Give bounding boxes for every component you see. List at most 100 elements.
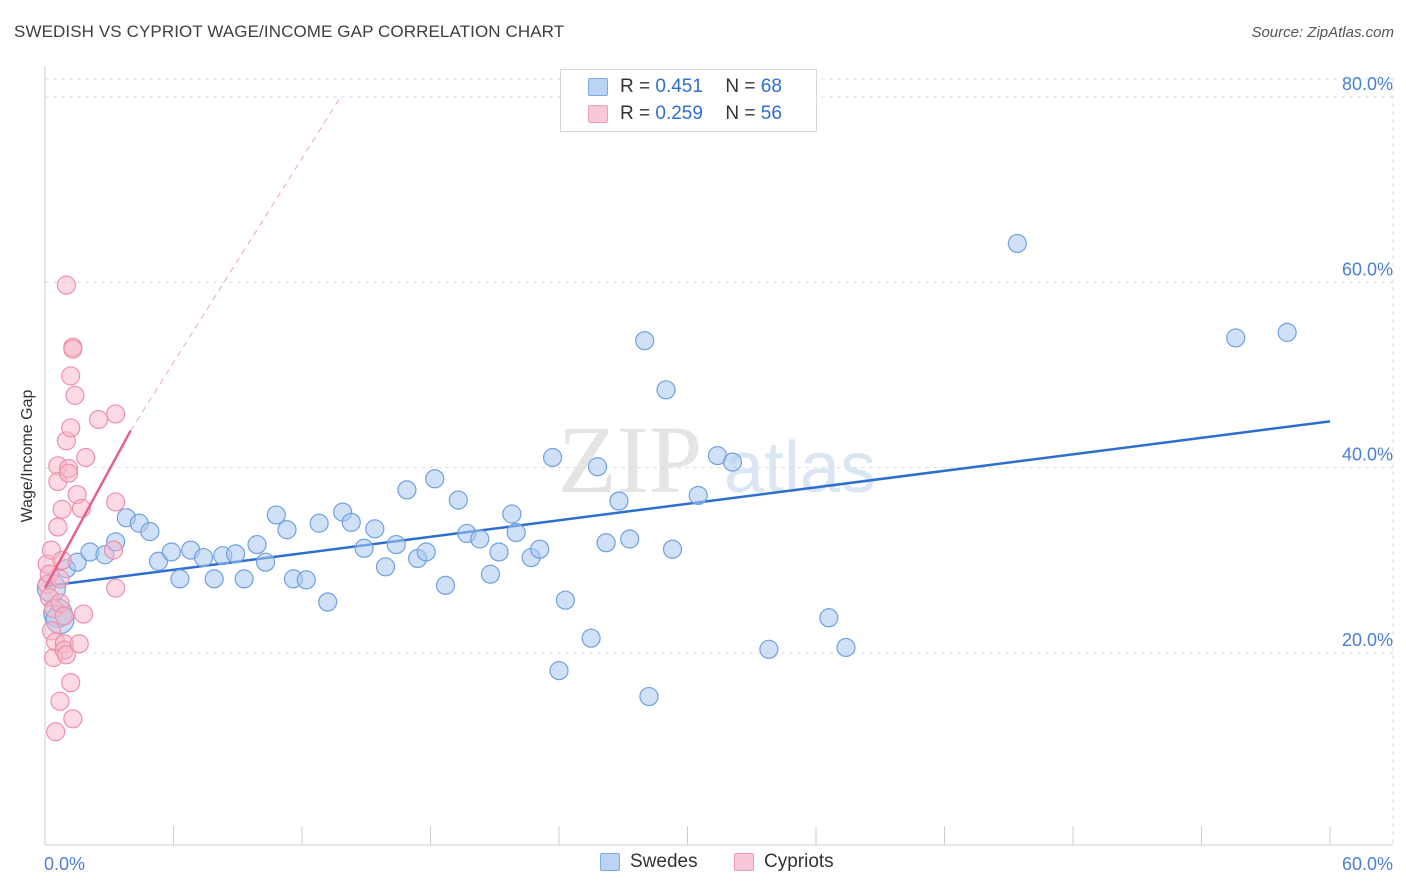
y-tick-label: 20.0% (1342, 630, 1393, 650)
cypriots-point (63, 339, 83, 359)
cypriots-r-value: 0.259 (655, 103, 703, 124)
cypriots-point (56, 645, 77, 665)
cypriots-point (48, 517, 68, 537)
watermark: ZIP atlas (558, 406, 876, 513)
swedes-point (581, 628, 601, 648)
cypriots-swatch (588, 105, 608, 123)
swedes-point (635, 331, 655, 351)
swedes-point (609, 491, 629, 511)
cypriots-point (46, 722, 66, 742)
swedes-point (386, 534, 406, 555)
swedes-point (542, 447, 563, 468)
cypriots-point (61, 418, 81, 438)
bottom-legend-swedes[interactable]: Swedes (600, 851, 698, 873)
cypriots-n-value: 56 (760, 103, 782, 124)
swedes-point (226, 544, 246, 564)
cypriots-trend-line (43, 430, 132, 589)
swedes-point (448, 490, 468, 510)
swedes-point (656, 380, 676, 400)
axes (44, 66, 1393, 846)
legend-row-swedes: R = 0.451 N = 68 (588, 76, 782, 98)
swedes-point (470, 529, 490, 549)
n-label: N = (725, 76, 756, 97)
swedes-point (170, 569, 190, 589)
swedes-point (397, 480, 417, 500)
cypriots-point (50, 691, 70, 711)
cypriots-legend-swatch (734, 853, 754, 871)
swedes-legend-swatch (600, 853, 620, 871)
swedes-point (1007, 233, 1027, 254)
source-label[interactable]: Source: ZipAtlas.com (1251, 24, 1394, 41)
swedes-point (309, 513, 329, 533)
cypriots-point (65, 385, 85, 405)
swedes-point (639, 686, 659, 707)
swedes-point (759, 639, 779, 659)
r-label: R = (620, 103, 651, 124)
cypriots-point (106, 578, 126, 598)
swedes-point (489, 542, 509, 562)
swedes-point (204, 569, 224, 589)
cypriots-point (58, 463, 79, 483)
swedes-point (161, 542, 181, 562)
swedes-point (435, 575, 456, 595)
cypriots-point (63, 709, 83, 729)
cypriots-point (56, 275, 77, 295)
x-tick-label: 0.0% (44, 854, 85, 874)
data-points (36, 233, 1297, 742)
cypriots-point (103, 540, 124, 560)
swedes-point (255, 552, 276, 572)
cypriots-point (54, 606, 74, 626)
cypriots-point (69, 634, 89, 654)
swedes-point (502, 504, 522, 524)
y-tick-label: 60.0% (1342, 259, 1393, 279)
bottom-legend-cypriots[interactable]: Cypriots (734, 851, 834, 873)
watermark-zip: ZIP (558, 406, 702, 513)
swedes-point (296, 570, 316, 590)
cypriots-point (106, 492, 126, 512)
legend-row-cypriots: R = 0.259 N = 56 (588, 103, 782, 125)
cypriots-point (61, 366, 81, 386)
swedes-point (480, 564, 501, 584)
swedes-legend-label: Swedes (630, 851, 698, 872)
swedes-point (140, 522, 160, 542)
swedes-r-value: 0.451 (655, 76, 703, 97)
swedes-n-value: 68 (760, 76, 782, 97)
swedes-point (354, 538, 374, 558)
swedes-point (341, 512, 361, 532)
swedes-point (234, 569, 254, 589)
swedes-point (247, 534, 267, 555)
swedes-point (555, 590, 576, 610)
swedes-point (549, 661, 569, 681)
cypriots-point (61, 673, 81, 693)
cypriots-point (106, 404, 126, 424)
swedes-point (375, 557, 396, 577)
r-label: R = (620, 76, 651, 97)
y-tick-labels: 20.0% 40.0% 60.0% 80.0% (1342, 74, 1393, 650)
cypriots-point (76, 447, 96, 468)
swedes-point (193, 547, 214, 568)
swedes-point (530, 539, 550, 559)
swedes-point (318, 592, 338, 612)
swedes-point (425, 469, 445, 489)
cypriots-trend-extension (130, 96, 341, 431)
swedes-point (620, 529, 640, 549)
cypriots-point (88, 409, 109, 430)
swedes-point (722, 452, 743, 472)
swedes-point (819, 608, 839, 628)
swedes-point (506, 522, 526, 543)
chart-title: SWEDISH VS CYPRIOT WAGE/INCOME GAP CORRE… (14, 22, 565, 41)
cypriots-point (52, 499, 72, 519)
swedes-point (662, 539, 683, 559)
cypriots-point (73, 604, 94, 624)
swedes-point (688, 485, 708, 506)
swedes-swatch (588, 78, 608, 96)
swedes-point (416, 542, 436, 562)
swedes-point (596, 533, 616, 553)
x-tick-label: 60.0% (1342, 854, 1393, 874)
cypriots-legend-label: Cypriots (764, 851, 834, 872)
swedes-point (1277, 322, 1297, 342)
swedes-point (836, 637, 856, 658)
swedes-point (266, 505, 286, 525)
swedes-point (365, 519, 385, 539)
